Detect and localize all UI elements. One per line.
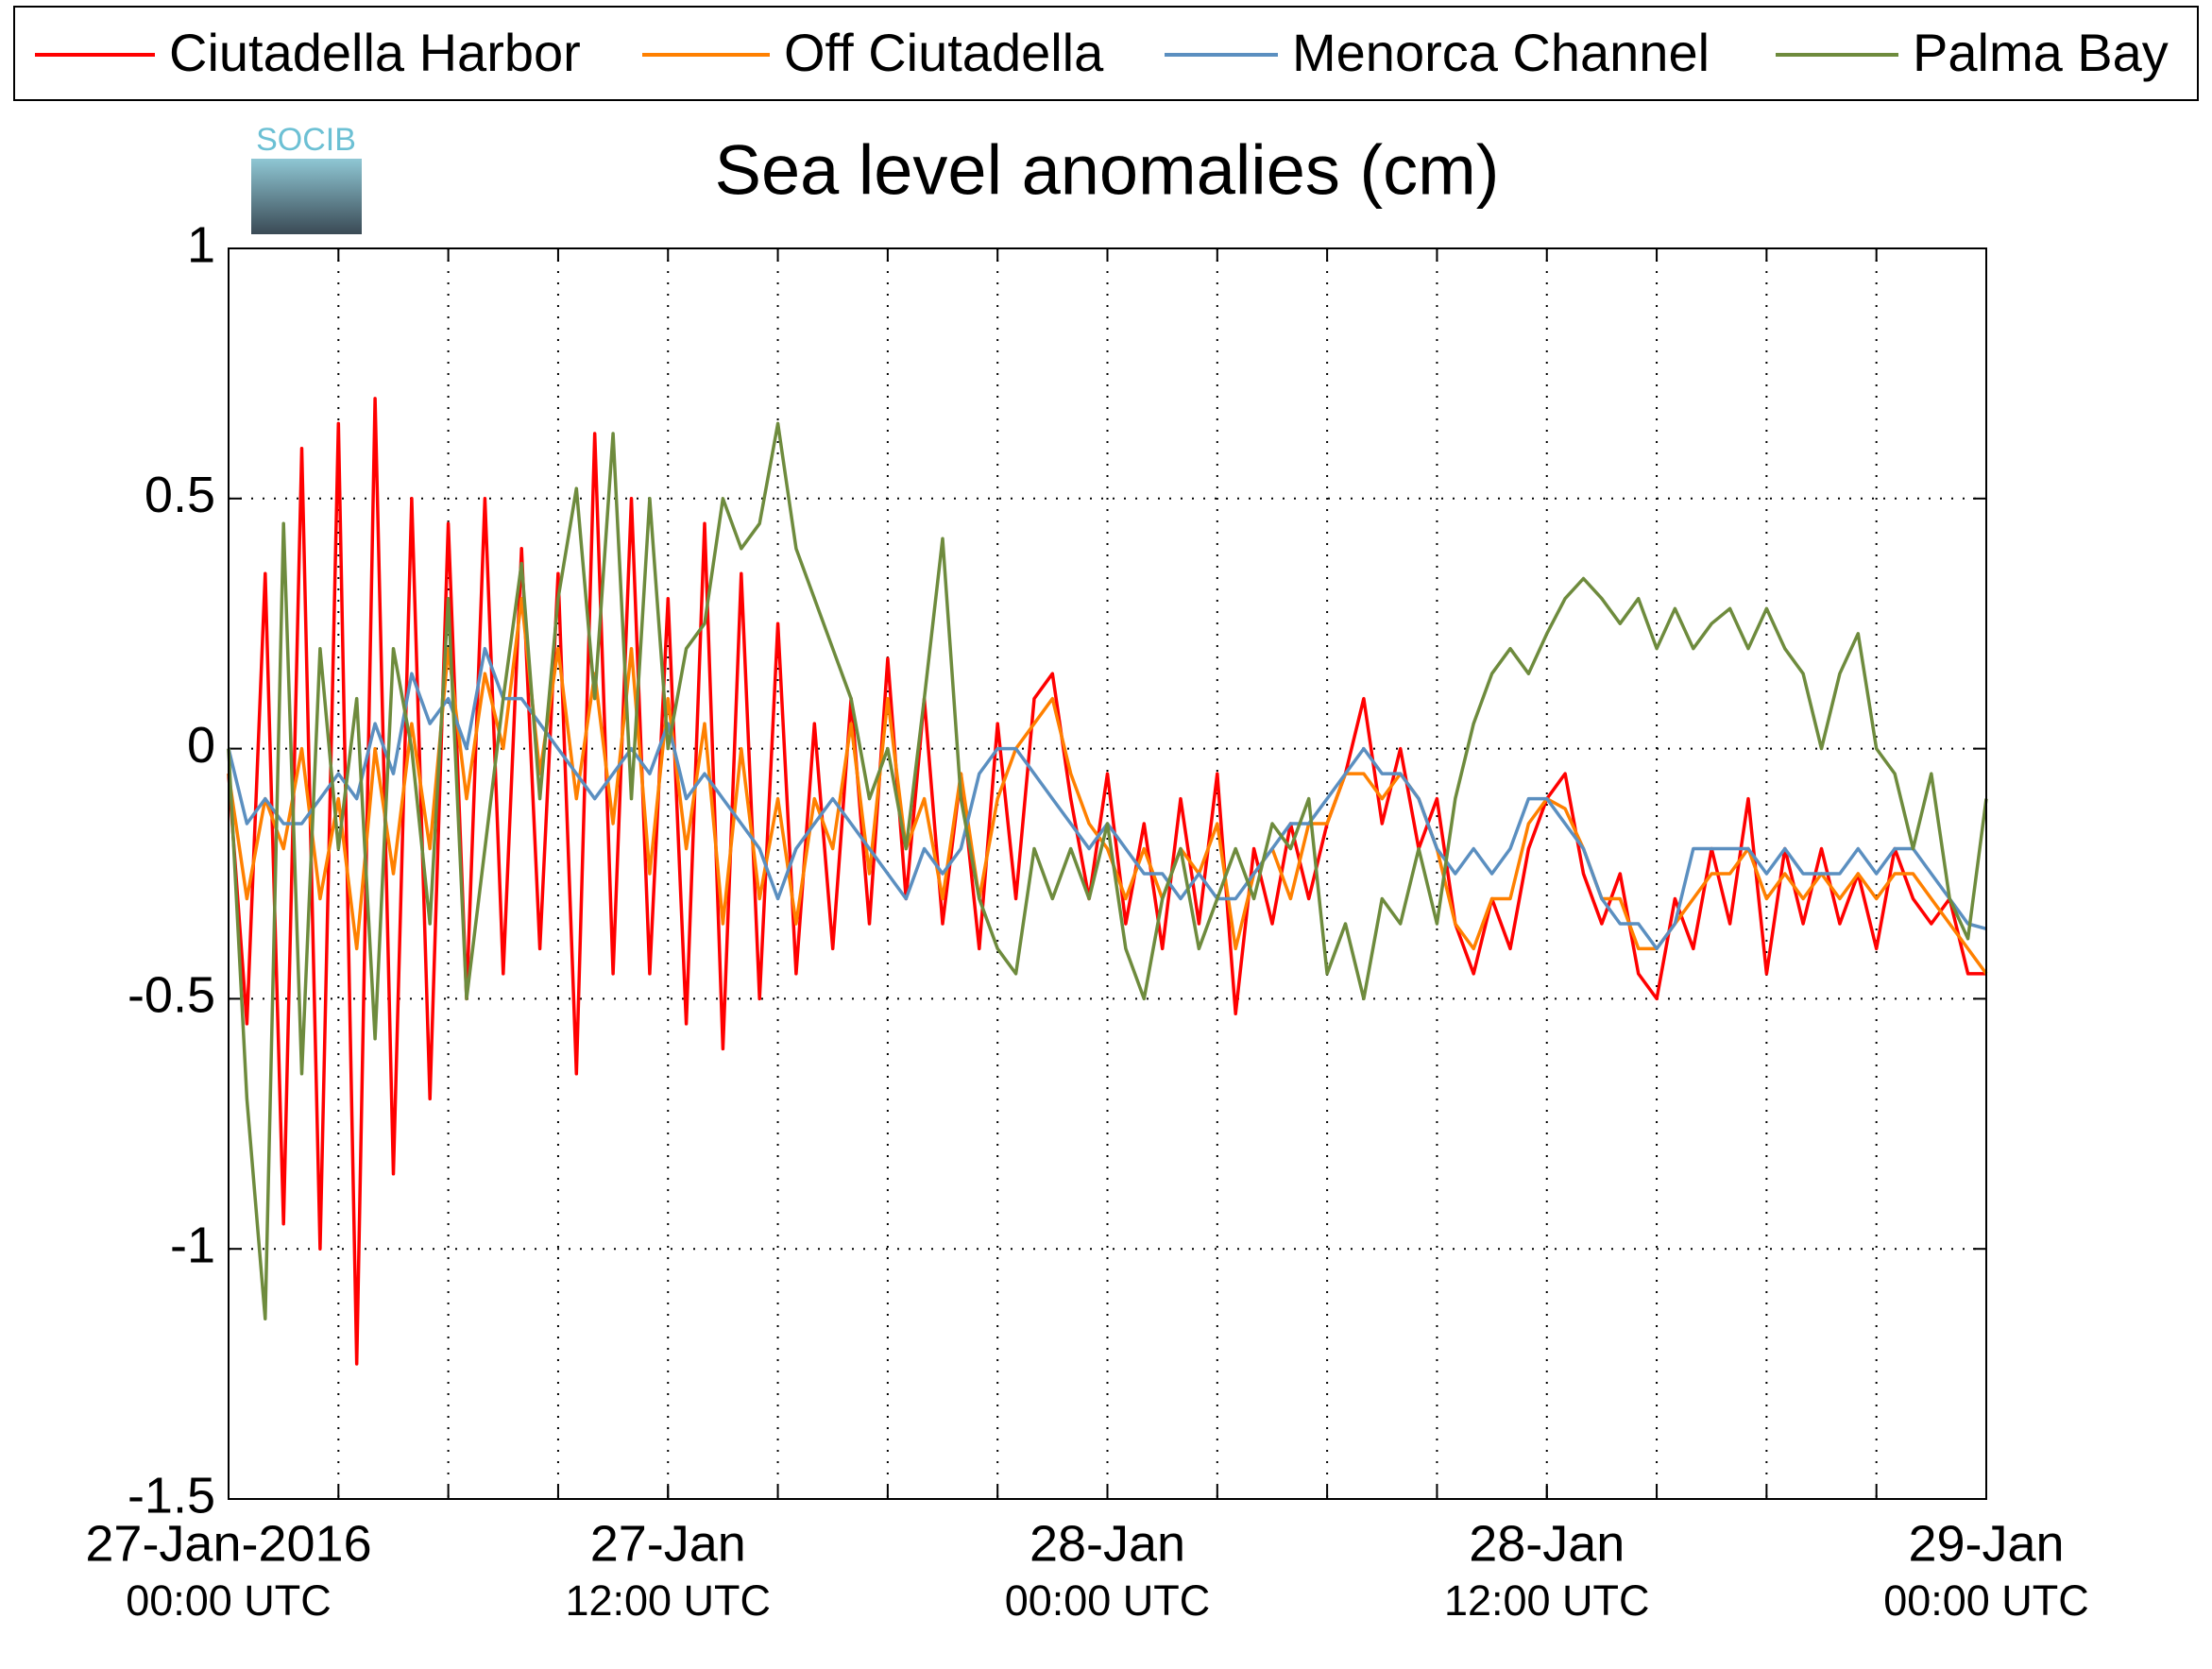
legend-label: Palma Bay xyxy=(1913,23,2169,82)
logo-block xyxy=(251,159,362,234)
x-tick-label: 27-Jan-2016 xyxy=(85,1515,371,1572)
logo: SOCIB xyxy=(251,122,362,234)
x-tick-label: 29-Jan xyxy=(1908,1515,2064,1572)
x-tick-sublabel: 12:00 UTC xyxy=(565,1576,771,1625)
x-tick-sublabel: 00:00 UTC xyxy=(1883,1576,2089,1625)
y-tick-label: 0.5 xyxy=(145,467,215,523)
x-tick-label: 28-Jan xyxy=(1029,1515,1185,1572)
logo-text: SOCIB xyxy=(256,122,356,158)
y-tick-label: -1 xyxy=(170,1217,215,1273)
y-tick-label: -1.5 xyxy=(128,1467,215,1524)
x-tick-label: 27-Jan xyxy=(590,1515,746,1572)
y-tick-label: 1 xyxy=(187,216,215,273)
x-tick-sublabel: 00:00 UTC xyxy=(126,1576,332,1625)
plot-frame xyxy=(228,247,1987,1500)
legend-label: Menorca Channel xyxy=(1292,23,1710,82)
x-tick-sublabel: 00:00 UTC xyxy=(1005,1576,1211,1625)
legend-label: Off Ciutadella xyxy=(784,23,1104,82)
x-tick-label: 28-Jan xyxy=(1469,1515,1625,1572)
y-tick-label: -0.5 xyxy=(128,967,215,1024)
series-line xyxy=(227,397,1986,1366)
series-line xyxy=(227,421,1988,1321)
legend-label: Ciutadella Harbor xyxy=(169,23,581,82)
x-tick-sublabel: 12:00 UTC xyxy=(1444,1576,1650,1625)
y-tick-label: 0 xyxy=(187,717,215,774)
series-line xyxy=(227,596,1988,975)
chart-title: Sea level anomalies (cm) xyxy=(715,131,1500,210)
